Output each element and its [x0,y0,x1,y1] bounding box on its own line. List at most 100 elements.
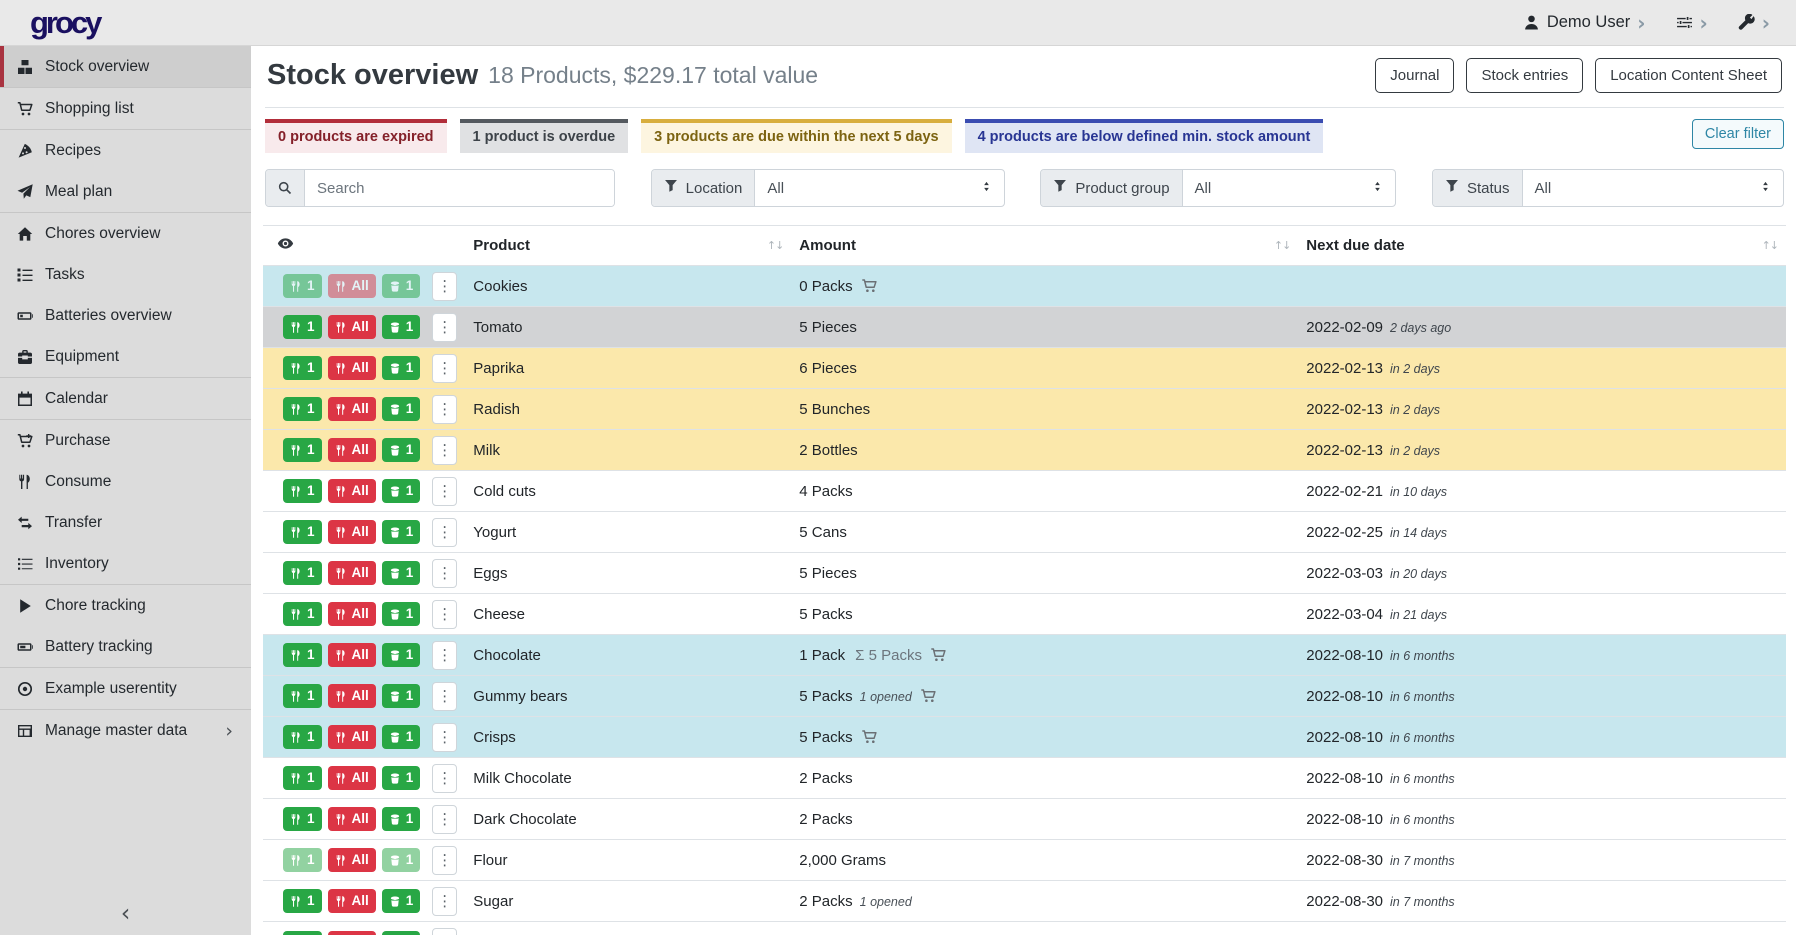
row-menu-button[interactable]: ⋮ [432,640,458,670]
consume-all-badge[interactable]: All [327,479,376,503]
location-select[interactable]: All [755,170,1003,206]
sidebar-item-chore-tracking[interactable]: Chore tracking [0,585,251,626]
open-one-badge[interactable]: 1 [381,479,421,503]
search-input[interactable] [305,170,614,206]
sidebar-item-purchase[interactable]: Purchase [0,420,251,461]
open-one-badge[interactable]: 1 [381,274,421,298]
row-menu-button[interactable]: ⋮ [432,312,458,342]
consume-all-badge[interactable]: All [327,725,376,749]
consume-one-badge[interactable]: 1 [283,561,322,585]
consume-all-badge[interactable]: All [327,602,376,626]
consume-all-badge[interactable]: All [327,930,376,935]
row-menu-button[interactable]: ⋮ [432,927,458,935]
stock-entries-button[interactable]: Stock entries [1466,58,1584,93]
filter-chip-below-min-stock[interactable]: 4 products are below defined min. stock … [964,119,1324,153]
consume-all-badge[interactable]: All [327,684,376,708]
open-one-badge[interactable]: 1 [381,848,421,872]
consume-one-badge[interactable]: 1 [283,848,322,872]
open-one-badge[interactable]: 1 [381,438,421,462]
row-menu-button[interactable]: ⋮ [432,353,458,383]
settings-menu[interactable]: › [1676,13,1708,33]
consume-all-badge[interactable]: All [327,274,376,298]
status-select[interactable]: All [1523,170,1783,206]
open-one-badge[interactable]: 1 [381,561,421,585]
location-content-sheet-button[interactable]: Location Content Sheet [1595,58,1782,93]
consume-one-badge[interactable]: 1 [283,602,322,626]
sidebar-item-battery-tracking[interactable]: Battery tracking [0,626,251,667]
consume-one-badge[interactable]: 1 [283,479,322,503]
consume-one-badge[interactable]: 1 [283,643,322,667]
consume-all-badge[interactable]: All [327,807,376,831]
consume-one-badge[interactable]: 1 [283,684,322,708]
consume-all-badge[interactable]: All [327,315,376,339]
journal-button[interactable]: Journal [1375,58,1455,93]
open-one-badge[interactable]: 1 [381,889,421,913]
open-one-badge[interactable]: 1 [381,766,421,790]
row-menu-button[interactable]: ⋮ [432,845,458,875]
row-menu-button[interactable]: ⋮ [432,886,458,916]
row-menu-button[interactable]: ⋮ [432,476,458,506]
sidebar-item-transfer[interactable]: Transfer [0,502,251,543]
sidebar-item-recipes[interactable]: Recipes [0,130,251,171]
open-one-badge[interactable]: 1 [381,356,421,380]
open-one-badge[interactable]: 1 [381,602,421,626]
product-group-select[interactable]: All [1183,170,1396,206]
sidebar-item-batteries-overview[interactable]: Batteries overview [0,295,251,336]
sidebar-item-chores-overview[interactable]: Chores overview [0,213,251,254]
consume-all-badge[interactable]: All [327,643,376,667]
consume-all-badge[interactable]: All [327,848,376,872]
sidebar-item-example-userentity[interactable]: Example userentity [0,668,251,709]
sidebar-item-inventory[interactable]: Inventory [0,543,251,584]
row-menu-button[interactable]: ⋮ [432,517,458,547]
row-menu-button[interactable]: ⋮ [432,763,458,793]
consume-one-badge[interactable]: 1 [283,807,322,831]
open-one-badge[interactable]: 1 [381,397,421,421]
sidebar-item-stock-overview[interactable]: Stock overview [0,46,251,87]
consume-all-badge[interactable]: All [327,766,376,790]
row-menu-button[interactable]: ⋮ [432,681,458,711]
filter-chip-overdue[interactable]: 1 product is overdue [459,119,629,153]
consume-one-badge[interactable]: 1 [283,889,322,913]
user-menu[interactable]: Demo User › [1523,13,1646,33]
sidebar-item-shopping-list[interactable]: Shopping list [0,88,251,129]
consume-all-badge[interactable]: All [327,397,376,421]
row-menu-button[interactable]: ⋮ [432,435,458,465]
row-menu-button[interactable]: ⋮ [432,271,458,301]
row-menu-button[interactable]: ⋮ [432,394,458,424]
consume-one-badge[interactable]: 1 [283,438,322,462]
sidebar-item-meal-plan[interactable]: Meal plan [0,171,251,212]
row-menu-button[interactable]: ⋮ [432,722,458,752]
open-one-badge[interactable]: 1 [381,725,421,749]
consume-all-badge[interactable]: All [327,438,376,462]
consume-one-badge[interactable]: 1 [283,356,322,380]
consume-one-badge[interactable]: 1 [283,930,322,935]
sidebar-item-equipment[interactable]: Equipment [0,336,251,377]
open-one-badge[interactable]: 1 [381,807,421,831]
consume-one-badge[interactable]: 1 [283,315,322,339]
consume-one-badge[interactable]: 1 [283,274,322,298]
sidebar-item-manage-master-data[interactable]: Manage master data › [0,710,251,751]
consume-one-badge[interactable]: 1 [283,520,322,544]
consume-all-badge[interactable]: All [327,561,376,585]
consume-all-badge[interactable]: All [327,520,376,544]
column-visibility-header[interactable] [263,225,466,266]
column-header-next-due-date[interactable]: Next due date ↑↓ [1298,225,1786,266]
consume-all-badge[interactable]: All [327,356,376,380]
row-menu-button[interactable]: ⋮ [432,804,458,834]
consume-one-badge[interactable]: 1 [283,725,322,749]
filter-chip-due-soon[interactable]: 3 products are due within the next 5 day… [641,119,952,153]
sidebar-item-tasks[interactable]: Tasks [0,254,251,295]
sidebar-item-calendar[interactable]: Calendar [0,378,251,419]
consume-one-badge[interactable]: 1 [283,766,322,790]
open-one-badge[interactable]: 1 [381,315,421,339]
sidebar-item-consume[interactable]: Consume [0,461,251,502]
consume-all-badge[interactable]: All [327,889,376,913]
row-menu-button[interactable]: ⋮ [432,599,458,629]
consume-one-badge[interactable]: 1 [283,397,322,421]
open-one-badge[interactable]: 1 [381,684,421,708]
open-one-badge[interactable]: 1 [381,520,421,544]
column-header-product[interactable]: Product ↑↓ [465,225,792,266]
open-one-badge[interactable]: 1 [381,930,421,935]
clear-filter-button[interactable]: Clear filter [1691,119,1784,149]
filter-chip-expired[interactable]: 0 products are expired [265,119,447,153]
